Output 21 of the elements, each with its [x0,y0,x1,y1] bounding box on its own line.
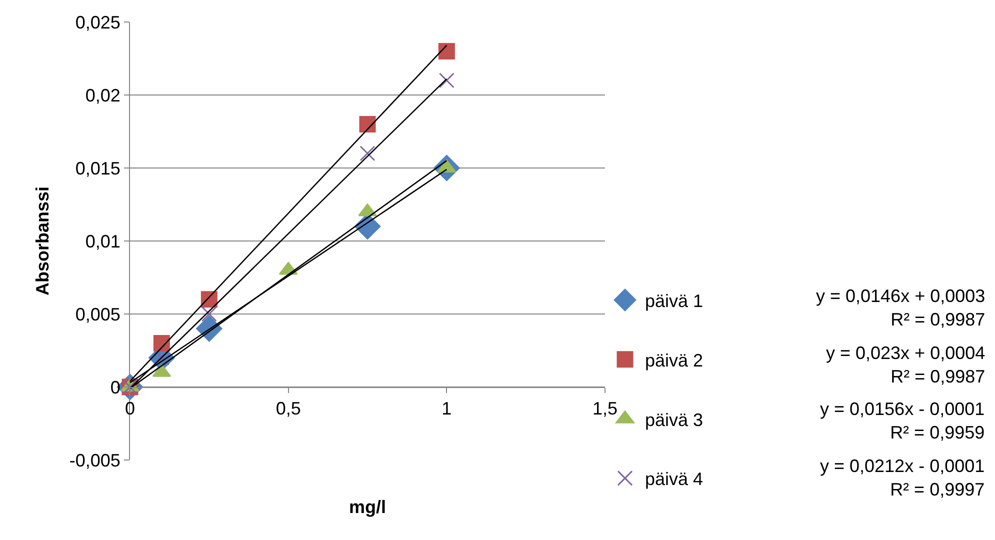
text: y = 0,0156x - 0,0001 R² = 0,9959 [820,399,985,442]
y-tick-label: -0,005 [69,450,120,470]
y-tick-label: 0,005 [75,304,120,324]
x-axis-title: mg/l [349,497,386,517]
y-tick-label: 0 [110,377,120,398]
y-tick-label: 0,01 [85,231,120,252]
y-tick-label: 0,015 [75,158,120,178]
y-tick-label: 0,025 [75,12,120,32]
legend-label: päivä 3 [645,410,704,430]
text: y = 0,0146x + 0,0003 R² = 0,9987 [816,286,986,330]
text: y = 0,023x + 0,0004 R² = 0,9987 [826,343,986,386]
legend-label: päivä 4 [645,469,704,490]
legend-label: päivä 2 [645,350,704,370]
x-tick-label: 0 [124,398,136,419]
y-axis-title: Absorbanssi [32,186,53,296]
text: y = 0,0212x - 0,0001 R² = 0,9997 [820,456,985,500]
legend-label: päivä 1 [645,291,704,312]
y-tick-label: 0,02 [85,85,120,106]
x-tick-label: 1 [442,398,452,419]
x-tick-label: 1,5 [592,398,618,419]
x-tick-label: 0,5 [276,398,301,419]
